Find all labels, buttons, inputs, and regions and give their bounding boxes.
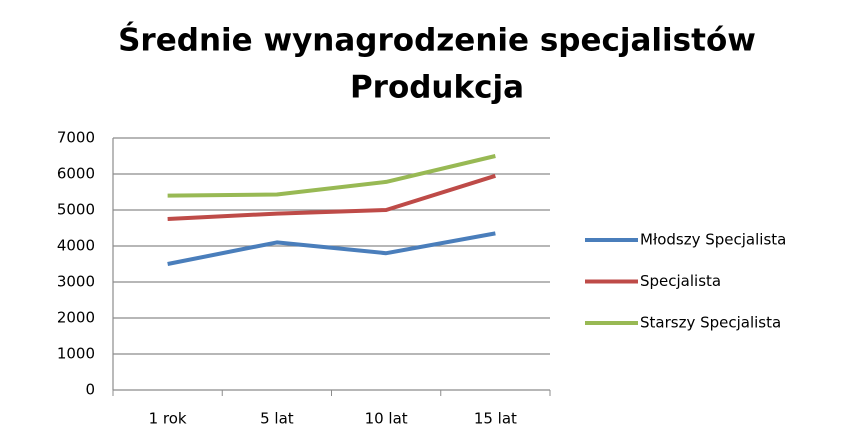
x-tick-label: 15 lat	[474, 410, 517, 428]
y-tick-label: 0	[85, 381, 95, 399]
x-tick-label: 5 lat	[260, 410, 294, 428]
y-tick-label: 3000	[57, 273, 95, 291]
line-series	[167, 231, 496, 266]
x-tick-label: 10 lat	[365, 410, 408, 428]
chart-title: Średnie wynagrodzenie specjalistów	[118, 22, 756, 59]
legend-label: Specjalista	[640, 272, 721, 290]
y-tick-label: 2000	[57, 309, 95, 327]
y-tick-label: 5000	[57, 201, 95, 219]
line-series	[167, 173, 496, 221]
y-tick-label: 6000	[57, 165, 95, 183]
line-series	[167, 154, 496, 198]
x-tick-label: 1 rok	[149, 410, 187, 428]
y-tick-label: 4000	[57, 237, 95, 255]
legend-label: Młodszy Specjalista	[640, 231, 786, 249]
chart-subtitle: Produkcja	[350, 70, 524, 106]
y-tick-label: 1000	[57, 345, 95, 363]
y-tick-label: 7000	[57, 129, 95, 147]
legend-label: Starszy Specjalista	[640, 314, 781, 332]
